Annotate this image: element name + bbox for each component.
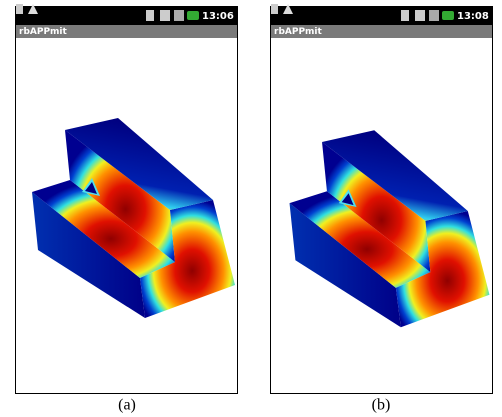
panel-b: 13:08 rbAPPmit (b) <box>271 4 493 414</box>
caption: (b) <box>372 397 391 414</box>
status-time: 13:08 <box>457 11 489 22</box>
icon <box>429 10 439 21</box>
battery-icon <box>187 11 199 20</box>
icon <box>401 10 409 21</box>
icon <box>174 10 184 21</box>
figure: 13:06 rbAPPmit (a) 13:08 rbAPPmit (b) <box>0 0 502 417</box>
battery-icon <box>442 11 454 20</box>
icon <box>160 10 170 21</box>
panel-a: 13:06 rbAPPmit (a) <box>16 4 238 414</box>
app-title: rbAPPmit <box>19 27 68 37</box>
app-title: rbAPPmit <box>274 27 323 37</box>
caption: (a) <box>118 397 136 414</box>
status-time: 13:06 <box>202 11 234 22</box>
icon <box>415 10 425 21</box>
icon <box>146 10 154 21</box>
